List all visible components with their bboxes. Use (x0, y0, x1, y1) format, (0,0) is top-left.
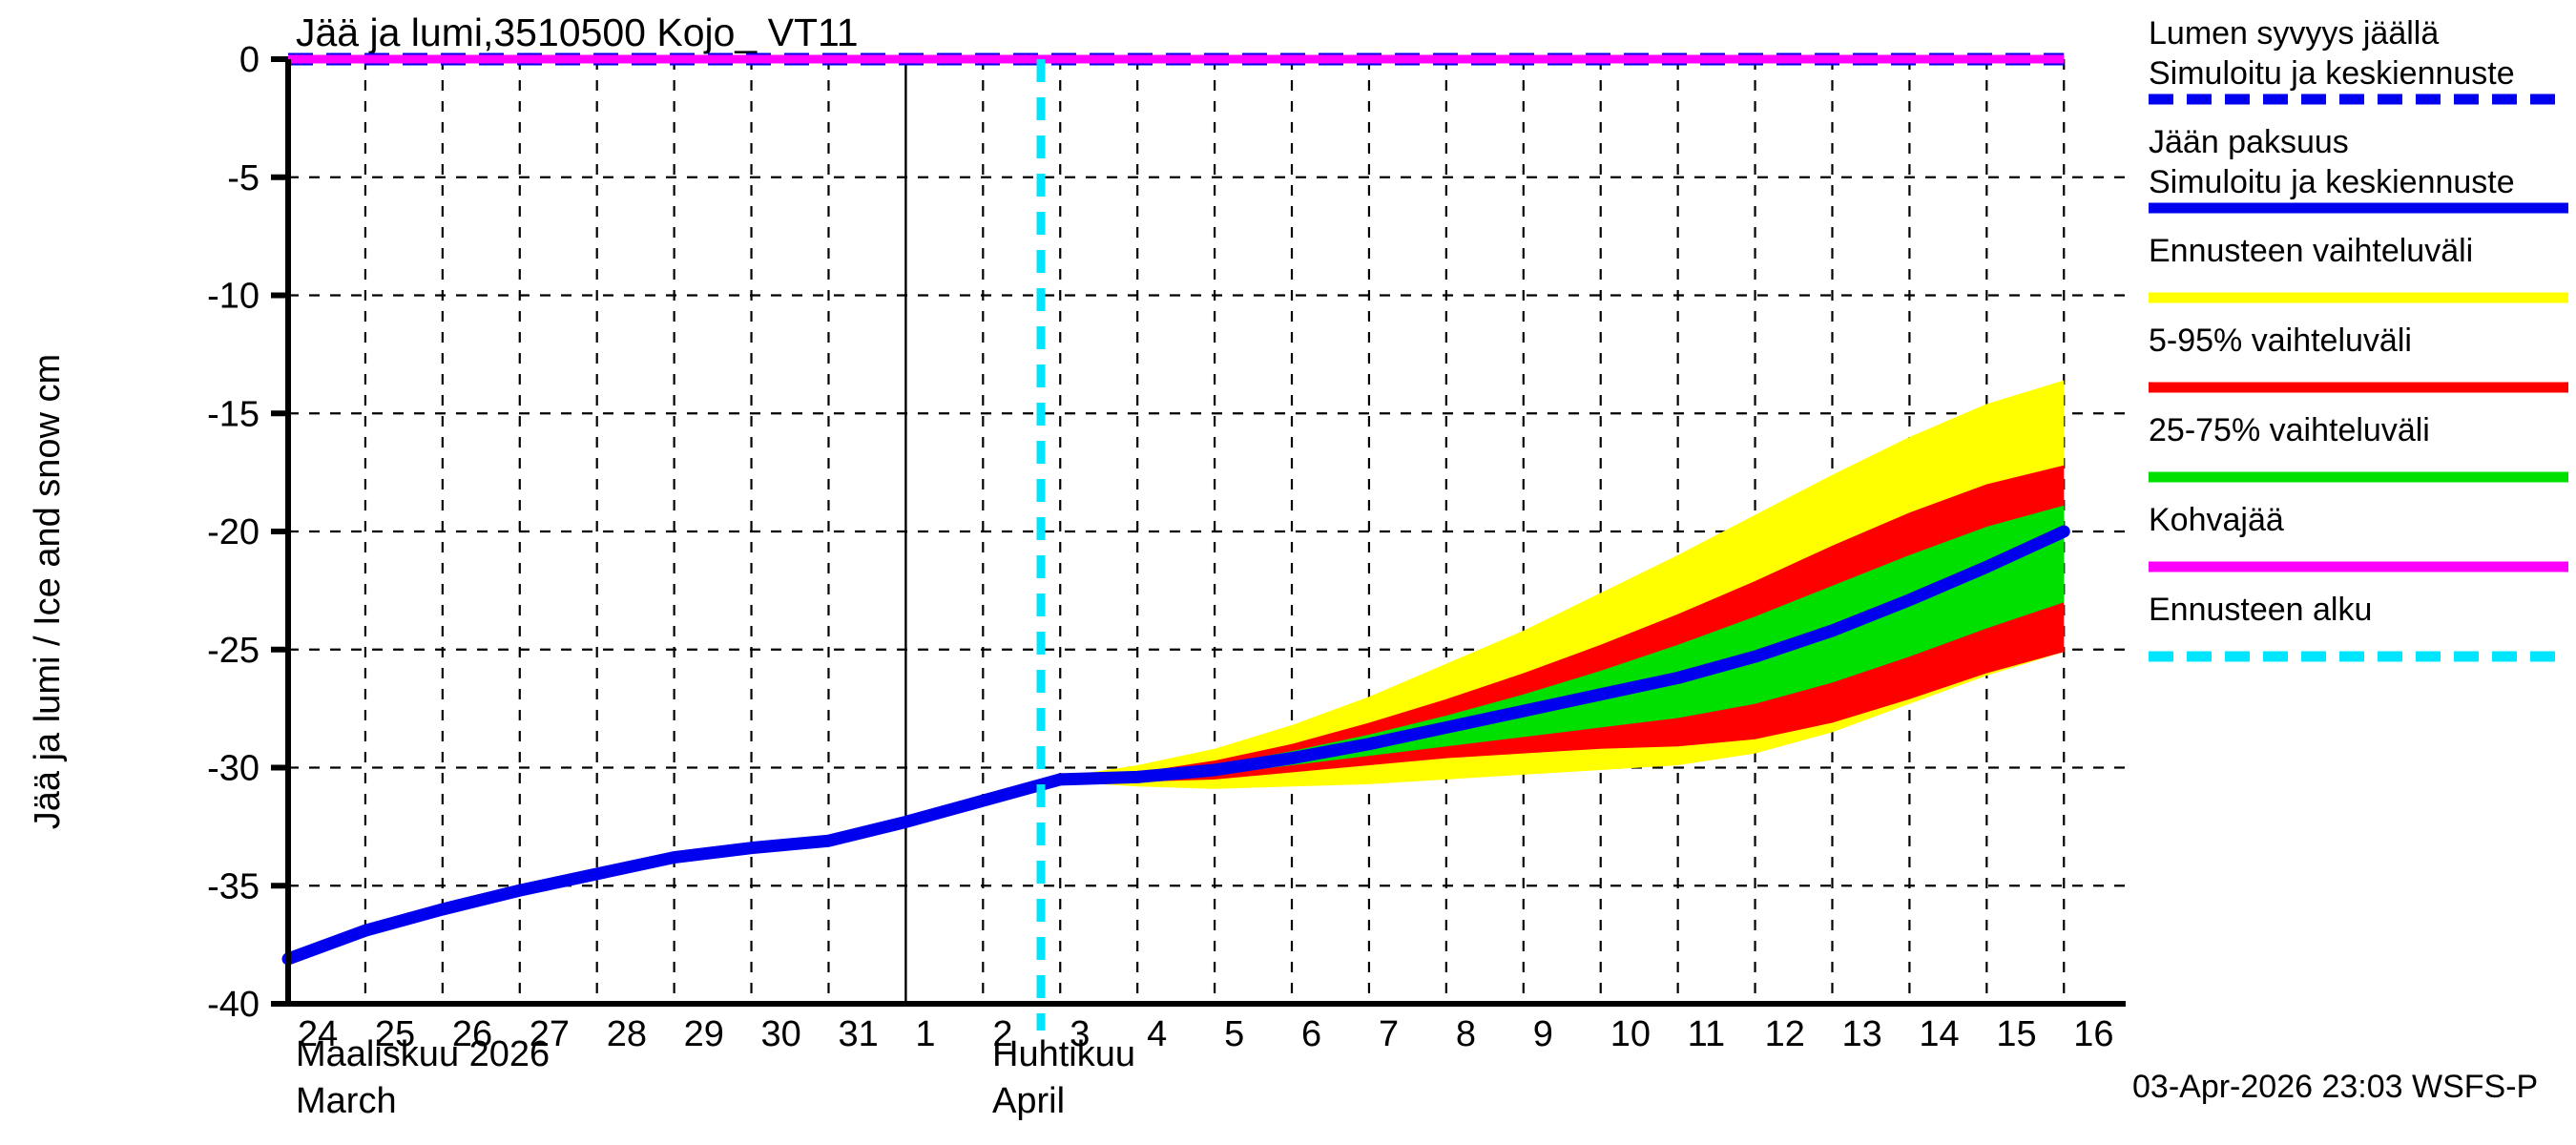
x-axis-tick-labels: 24 25 26 27 28 29 30 31 1 2 3 4 5 6 7 8 9 10 11 12 13 14 15 16 (298, 1014, 2114, 1054)
y-tick-label: -30 (207, 749, 260, 789)
x-tick-label: 24 (298, 1014, 338, 1054)
x-tick-label: 10 (1610, 1014, 1651, 1054)
x-tick-label: 7 (1379, 1014, 1399, 1054)
x-tick-label: 28 (607, 1014, 647, 1054)
x-tick-label: 1 (915, 1014, 935, 1054)
x-tick-label: 15 (1996, 1014, 2036, 1054)
x-tick-label: 27 (530, 1014, 570, 1054)
x-axis-month1-en: March (296, 1081, 397, 1121)
legend-item-title: Jään paksuus (2149, 124, 2349, 160)
y-tick-label: -25 (207, 631, 260, 671)
y-tick-label: -40 (207, 985, 260, 1025)
y-tick-label: -20 (207, 512, 260, 552)
x-tick-label: 3 (1070, 1014, 1090, 1054)
legend-item-title: 5-95% vaihteluväli (2149, 323, 2412, 359)
y-axis-tick-labels: 0 -5 -10 -15 -20 -25 -30 -35 -40 (207, 40, 260, 1025)
x-tick-label: 12 (1765, 1014, 1805, 1054)
x-tick-label: 16 (2073, 1014, 2113, 1054)
y-tick-label: -5 (227, 158, 260, 198)
legend-item-title: Kohvajää (2149, 502, 2284, 538)
x-axis-month2-fi: Huhtikuu (992, 1034, 1135, 1074)
data-series-layer (281, 52, 2070, 966)
band-25-75 (1060, 505, 2065, 780)
x-tick-label: 25 (375, 1014, 415, 1054)
x-tick-label: 5 (1224, 1014, 1244, 1054)
forecast-bands-layer (1060, 380, 2065, 789)
legend-item-title: 25-75% vaihteluväli (2149, 412, 2430, 448)
x-tick-label: 26 (452, 1014, 492, 1054)
x-tick-label: 9 (1533, 1014, 1553, 1054)
x-axis-month2-en: April (992, 1081, 1065, 1121)
band-5-95 (1060, 465, 2065, 782)
x-tick-label: 8 (1456, 1014, 1476, 1054)
legend-item-subtitle: Simuloitu ja keskiennuste (2149, 164, 2515, 200)
ice-thickness-line (281, 525, 2070, 966)
x-tick-label: 4 (1147, 1014, 1167, 1054)
x-tick-label: 30 (761, 1014, 801, 1054)
x-tick-label: 13 (1841, 1014, 1881, 1054)
legend-item-title: Ennusteen vaihteluväli (2149, 233, 2473, 269)
y-tick-label: 0 (239, 40, 260, 80)
x-tick-label: 31 (838, 1014, 878, 1054)
y-tick-label: -10 (207, 277, 260, 317)
y-tick-label: -35 (207, 866, 260, 906)
x-tick-label: 2 (992, 1014, 1012, 1054)
x-axis-month1-fi: Maaliskuu 2026 (296, 1034, 550, 1074)
legend-item-title: Ennusteen alku (2149, 592, 2372, 628)
x-tick-label: 14 (1919, 1014, 1959, 1054)
y-tick-label: -15 (207, 394, 260, 434)
legend-item-title: Lumen syvyys jäällä (2149, 15, 2439, 52)
footer-timestamp: 03-Apr-2026 23:03 WSFS-P (2132, 1069, 2538, 1105)
chart-title: Jää ja lumi,3510500 Kojo_ VT11 (296, 10, 859, 54)
x-tick-label: 6 (1301, 1014, 1321, 1054)
x-tick-label: 29 (684, 1014, 724, 1054)
legend-item-subtitle: Simuloitu ja keskiennuste (2149, 55, 2515, 92)
axes-layer (271, 56, 2126, 1007)
x-tick-label: 11 (1688, 1014, 1725, 1054)
y-axis-label: Jää ja lumi / Ice and snow cm (28, 354, 68, 829)
